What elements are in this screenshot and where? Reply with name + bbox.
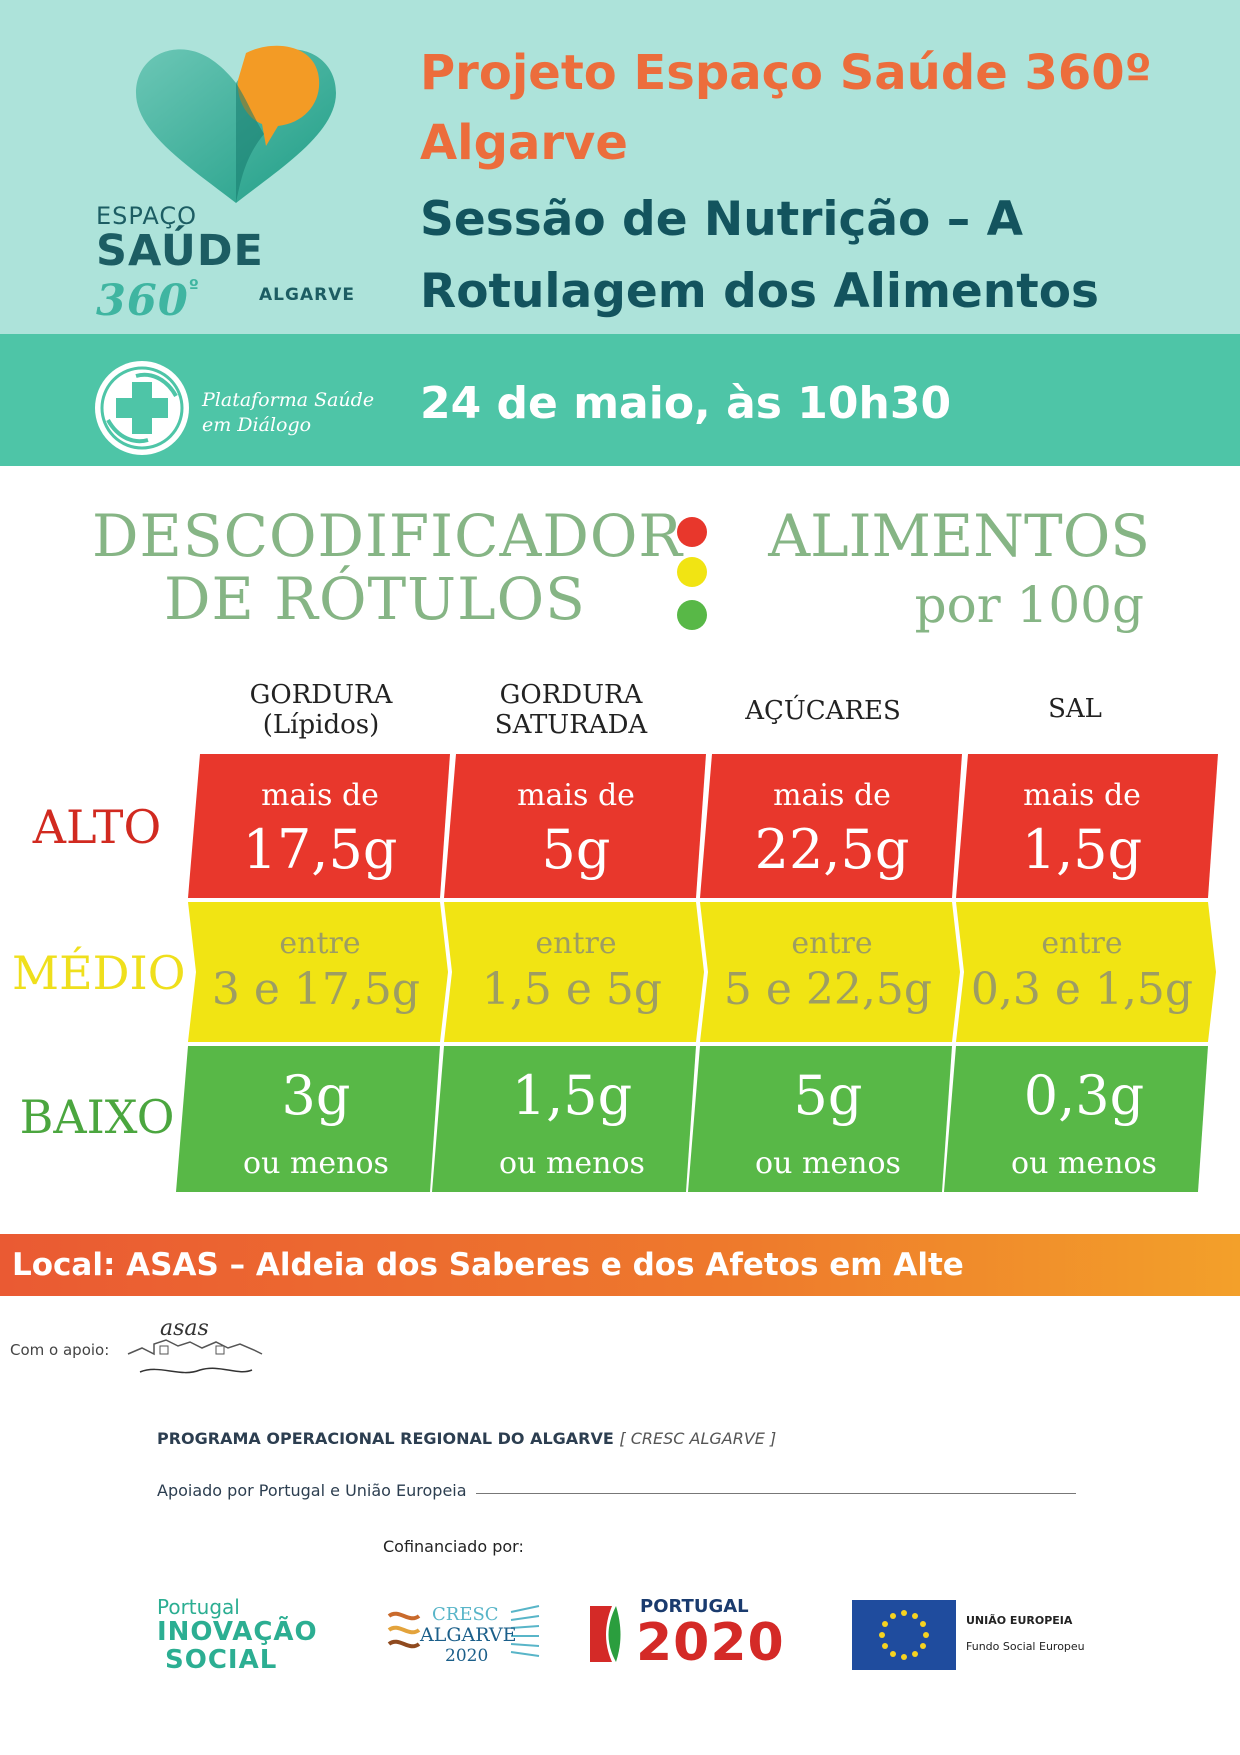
logo-degree: º (188, 276, 200, 297)
column-header-line: AÇÚCARES (745, 696, 901, 726)
cell-medio-gordura-saturada (444, 902, 704, 1042)
plataforma-logo-icon (95, 361, 189, 455)
eu-flag-icon (852, 1600, 956, 1670)
medio-gordura-saturada-value: 1,5 e 5g (481, 964, 663, 1015)
medio-acucares-value: 5 e 22,5g (723, 964, 933, 1015)
cell-medio-gordura (188, 902, 448, 1042)
column-header-gordura: GORDURA (Lípidos) (206, 680, 436, 740)
cell-baixo-sal (944, 1046, 1208, 1192)
baixo-gordura-saturada-bottom: ou menos (499, 1146, 645, 1181)
cell-medio-sal (956, 902, 1216, 1042)
decoder-table (176, 754, 1218, 1192)
cell-alto-sal (956, 754, 1218, 898)
supported-by-text: Apoiado por Portugal e União Europeia (157, 1481, 467, 1500)
portugal-inovacao-social-logo: Portugal INOVAÇÃO SOCIAL (157, 1595, 318, 1675)
event-date: 24 de maio, às 10h30 (420, 378, 952, 429)
logo-espaco-text: ESPAÇO (96, 202, 197, 230)
decoder-subtitle-line1: ALIMENTOS (768, 502, 1150, 570)
support-label: Com o apoio: (10, 1341, 110, 1359)
medio-sal-value: 0,3 e 1,5g (970, 964, 1194, 1015)
cresc-line2: ALGARVE (420, 1624, 517, 1646)
traffic-light-yellow-dot (677, 557, 707, 587)
traffic-light-red-dot (677, 517, 707, 547)
decoder-subtitle-line2: por 100g (914, 576, 1144, 634)
program-name: PROGRAMA OPERACIONAL REGIONAL DO ALGARVE (157, 1429, 614, 1448)
program-title: PROGRAMA OPERACIONAL REGIONAL DO ALGARVE… (157, 1429, 776, 1448)
asas-logo-text: asas (160, 1316, 209, 1341)
logo-saude-word: SAÚDE (96, 226, 264, 276)
baixo-sal-value: 0,3g (1023, 1064, 1145, 1127)
project-title: Projeto Espaço Saúde 360º Algarve (420, 45, 1152, 171)
medio-acucares-top: entre (791, 926, 873, 961)
session-title: Sessão de Nutrição – A Rotulagem dos Ali… (420, 192, 1099, 319)
alto-gordura-saturada-value: 5g (541, 818, 611, 881)
cell-baixo-acucares (688, 1046, 952, 1192)
asas-logo-icon (127, 1339, 263, 1374)
pis-line1: Portugal (157, 1595, 240, 1619)
baixo-gordura-value: 3g (281, 1064, 351, 1127)
logo-saude-text: SAÚDE 360º (96, 226, 376, 326)
cell-alto-gordura-saturada (444, 754, 706, 898)
cell-medio-acucares (700, 902, 960, 1042)
cell-baixo-gordura (176, 1046, 440, 1192)
row-label-baixo: BAIXO (19, 1090, 175, 1144)
column-header-line: GORDURA (249, 680, 393, 710)
alto-gordura-top: mais de (261, 778, 379, 813)
medio-gordura-saturada-top: entre (535, 926, 617, 961)
divider-line (476, 1493, 1076, 1494)
cell-alto-acucares (700, 754, 962, 898)
baixo-gordura-saturada-value: 1,5g (511, 1064, 633, 1127)
cresc-line1: CRESC (432, 1604, 499, 1625)
alto-acucares-value: 22,5g (754, 818, 910, 881)
decoder-title-line2: DE RÓTULOS (164, 565, 586, 633)
medio-sal-top: entre (1041, 926, 1123, 961)
logo-360-text: 360 (96, 276, 189, 326)
date-band (0, 334, 1240, 466)
baixo-sal-bottom: ou menos (1011, 1146, 1157, 1181)
column-header-acucares: AÇÚCARES (708, 696, 938, 726)
column-header-sal: SAL (960, 694, 1190, 724)
cell-alto-gordura (188, 754, 450, 898)
portugal-2020-line1: PORTUGAL (640, 1596, 749, 1617)
program-subtitle: [ CRESC ALGARVE ] (619, 1429, 777, 1448)
row-label-alto: ALTO (32, 800, 162, 854)
medio-gordura-value: 3 e 17,5g (211, 964, 421, 1015)
baixo-gordura-bottom: ou menos (243, 1146, 389, 1181)
column-header-line: GORDURA (499, 680, 643, 710)
heart-logo-icon (136, 45, 336, 203)
espaco-saude-logo: ESPAÇO SAÚDE 360º ALGARVE (96, 38, 376, 326)
pis-line2: INOVAÇÃO (157, 1617, 318, 1647)
alto-acucares-top: mais de (773, 778, 891, 813)
alto-sal-value: 1,5g (1021, 818, 1143, 881)
alto-gordura-value: 17,5g (242, 818, 398, 881)
column-header-line: SAL (1048, 694, 1102, 724)
row-label-medio: MÉDIO (12, 946, 186, 1000)
cresc-line3: 2020 (445, 1646, 489, 1666)
location-band (0, 1234, 1240, 1296)
pis-line3: SOCIAL (165, 1645, 278, 1675)
portugal-2020-line2: 2020 (636, 1613, 785, 1673)
alto-sal-top: mais de (1023, 778, 1141, 813)
location-text: Local: ASAS – Aldeia dos Saberes e dos A… (12, 1247, 964, 1283)
medio-gordura-top: entre (279, 926, 361, 961)
logo-algarve-text: ALGARVE (259, 285, 355, 305)
platform-name: Plataforma Saúde em Diálogo (202, 389, 375, 436)
cell-baixo-gordura-saturada (432, 1046, 696, 1192)
eu-line1: UNIÃO EUROPEIA (966, 1614, 1073, 1627)
decoder-title-line1: DESCODIFICADOR (92, 502, 684, 570)
cresc-algarve-logo-icon (387, 1605, 540, 1657)
baixo-acucares-bottom: ou menos (755, 1146, 901, 1181)
traffic-light-green-dot (677, 600, 707, 630)
alto-gordura-saturada-top: mais de (517, 778, 635, 813)
column-header-line: (Lípidos) (262, 710, 380, 740)
eu-line2: Fundo Social Europeu (966, 1640, 1085, 1653)
cofinanced-label: Cofinanciado por: (383, 1537, 524, 1556)
column-header-line: SATURADA (494, 710, 648, 740)
portugal-2020-logo-icon (590, 1606, 621, 1662)
column-header-gordura-saturada: GORDURA SATURADA (456, 680, 686, 740)
baixo-acucares-value: 5g (793, 1064, 863, 1127)
